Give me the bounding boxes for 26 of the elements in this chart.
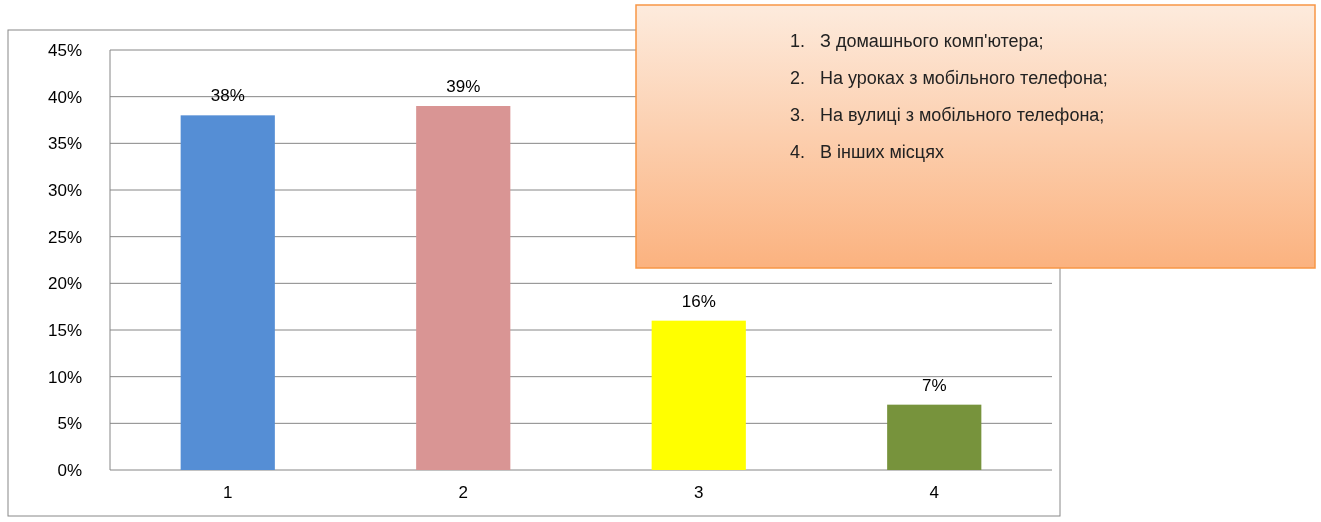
bar [651,320,746,470]
y-tick-label: 20% [47,274,82,294]
data-label: 7% [921,375,947,395]
data-label: 39% [446,77,481,96]
data-label: 16% [681,291,716,311]
y-tick-label: 25% [47,227,82,247]
annotation: 2. На уроках з мобільного телефона; [790,68,1108,88]
y-tick-label: 15% [47,320,82,340]
x-tick-label: 3 [694,483,704,502]
y-tick-label: 45% [47,40,82,60]
bar [180,115,275,470]
bar [416,106,511,470]
y-tick-label: 40% [47,87,82,107]
y-tick-label: 30% [47,180,82,200]
y-tick-label: 0% [57,460,82,480]
bar [887,404,982,470]
y-tick-label: 35% [47,134,82,154]
annotation: 4. В інших місцях [790,142,944,162]
x-tick-label: 2 [458,483,468,502]
y-tick-label: 10% [47,367,82,387]
y-tick-label: 5% [57,414,82,434]
x-tick-label: 1 [223,483,233,502]
annotation: 1. З домашнього комп'ютера; [790,31,1044,51]
x-tick-label: 4 [929,483,939,502]
annotation: 3. На вулиці з мобільного телефона; [790,105,1105,125]
data-label: 38% [210,86,245,106]
